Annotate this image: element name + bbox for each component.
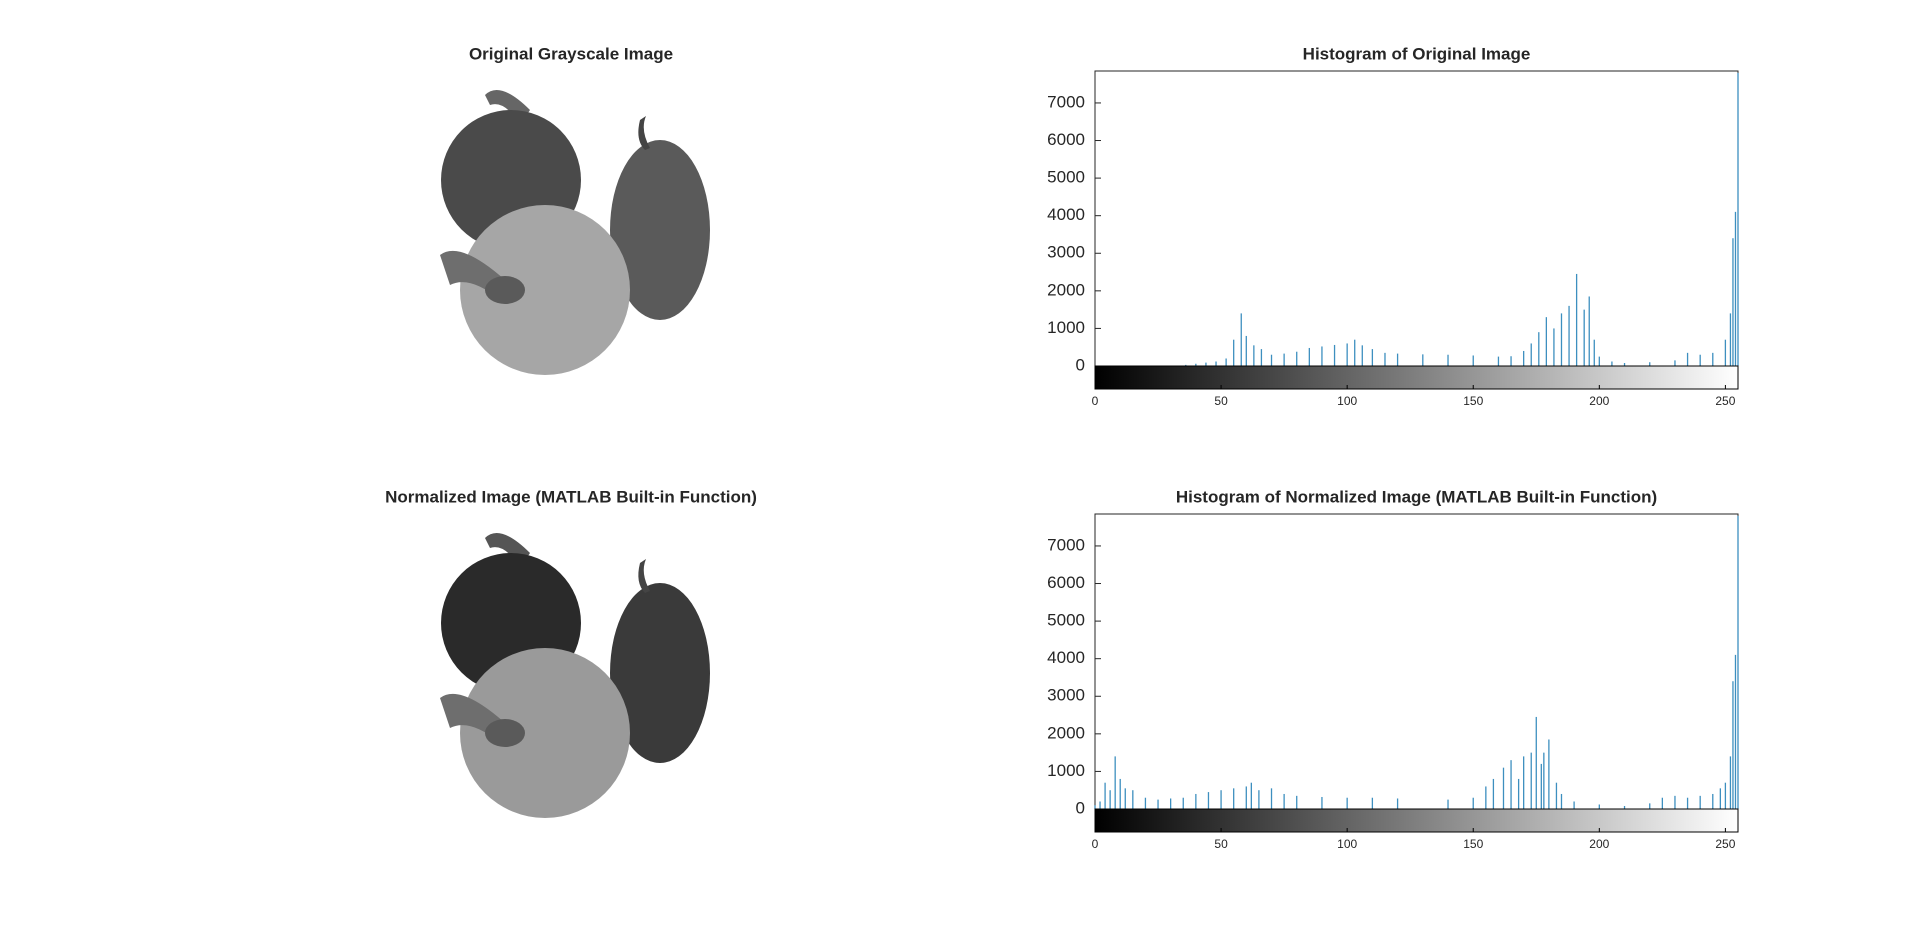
image-title: Normalized Image (MATLAB Built-in Functi… — [385, 487, 757, 506]
y-tick-label: 1000 — [1047, 761, 1085, 780]
y-tick-label: 5000 — [1047, 168, 1085, 187]
plot-area — [1094, 70, 1739, 367]
image-shape — [485, 276, 525, 304]
y-tick-label: 6000 — [1047, 573, 1085, 592]
image-shape — [610, 583, 710, 763]
x-tick-label: 250 — [1715, 394, 1735, 408]
image-shape — [638, 559, 650, 593]
x-tick-label: 0 — [1092, 837, 1099, 851]
image-shape — [485, 719, 525, 747]
x-tick-label: 50 — [1214, 394, 1228, 408]
y-tick-label: 7000 — [1047, 535, 1085, 554]
y-tick-label: 3000 — [1047, 686, 1085, 705]
y-tick-label: 4000 — [1047, 648, 1085, 667]
y-tick-label: 0 — [1076, 798, 1085, 817]
x-tick-label: 150 — [1463, 837, 1483, 851]
y-tick-label: 3000 — [1047, 243, 1085, 262]
plot-area — [1094, 513, 1739, 810]
y-tick-label: 4000 — [1047, 205, 1085, 224]
image-shape — [460, 648, 630, 818]
x-tick-label: 150 — [1463, 394, 1483, 408]
y-tick-label: 1000 — [1047, 318, 1085, 337]
image-title: Original Grayscale Image — [469, 44, 673, 63]
image-shape — [638, 116, 650, 150]
x-tick-label: 50 — [1214, 837, 1228, 851]
x-tick-label: 100 — [1337, 837, 1357, 851]
chart-title: Histogram of Original Image — [1303, 44, 1531, 63]
x-tick-label: 250 — [1715, 837, 1735, 851]
y-tick-label: 7000 — [1047, 92, 1085, 111]
chart-title: Histogram of Normalized Image (MATLAB Bu… — [1176, 487, 1657, 506]
x-tick-label: 100 — [1337, 394, 1357, 408]
y-tick-label: 0 — [1076, 355, 1085, 374]
y-tick-label: 5000 — [1047, 611, 1085, 630]
y-tick-label: 6000 — [1047, 130, 1085, 149]
y-tick-label: 2000 — [1047, 280, 1085, 299]
image-shape — [610, 140, 710, 320]
y-tick-label: 2000 — [1047, 723, 1085, 742]
image — [440, 533, 710, 818]
x-tick-label: 200 — [1589, 837, 1609, 851]
colorbar — [1094, 808, 1739, 833]
x-tick-label: 200 — [1589, 394, 1609, 408]
colorbar — [1094, 365, 1739, 390]
x-tick-label: 0 — [1092, 394, 1099, 408]
image-shape — [460, 205, 630, 375]
image — [440, 90, 710, 375]
